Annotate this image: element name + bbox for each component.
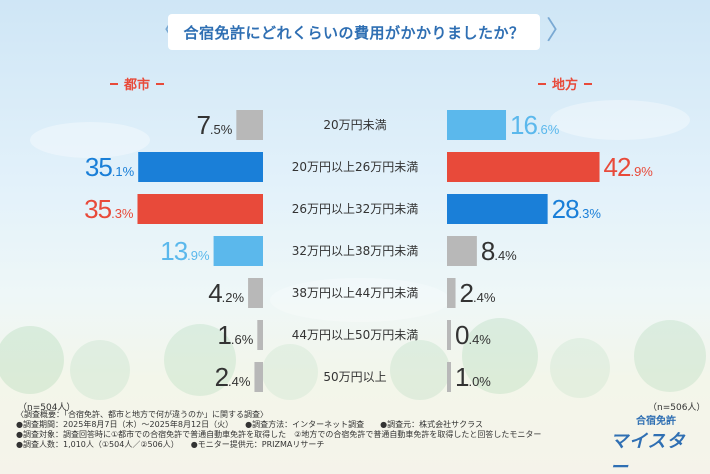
value-label-rural-3: 8.4% [481, 236, 517, 266]
bar-urban-5 [257, 320, 263, 350]
value-label-rural-1: 42.9% [604, 152, 654, 182]
survey-footer: 〈調査概要：「合宿免許、都市と地方で何が違うのか」に関する調査〉 ●調査期間：2… [16, 410, 576, 450]
logo-main-text: マイスター [610, 430, 686, 474]
bar-urban-1 [138, 152, 263, 182]
value-label-urban-5: 1.6% [217, 320, 253, 350]
value-label-urban-4: 4.2% [208, 278, 244, 308]
bar-rural-5 [447, 320, 451, 350]
legend-dash-icon [538, 82, 546, 85]
footer-line: ●調査期間：2025年8月7日（木）〜2025年8月12日（火） ●調査方法：イ… [16, 420, 483, 429]
legend-rural: 地方 [538, 74, 593, 93]
category-label-4: 38万円以上44万円未満 [292, 286, 419, 300]
category-label-5: 44万円以上50万円未満 [292, 328, 419, 342]
bar-urban-3 [213, 236, 263, 266]
bar-urban-0 [236, 110, 263, 140]
logo-top-text: 合宿免許 [636, 415, 676, 427]
bar-urban-6 [254, 362, 263, 392]
brand-logo: 合宿免許 マイスター [610, 416, 702, 474]
bar-urban-4 [248, 278, 263, 308]
bar-rural-3 [447, 236, 477, 266]
category-label-2: 26万円以上32万円未満 [292, 202, 419, 216]
legend-dash-icon [584, 82, 593, 85]
legend-urban-label: 都市 [124, 78, 151, 93]
value-label-rural-5: 0.4% [455, 320, 491, 350]
bar-urban-2 [137, 194, 263, 224]
value-label-urban-0: 7.5% [196, 110, 232, 140]
bar-rural-6 [447, 362, 451, 392]
bar-rural-0 [447, 110, 507, 140]
value-label-rural-2: 28.3% [552, 194, 602, 224]
legend-rural-label: 地方 [552, 78, 579, 93]
sample-size-rural: （n=506人） [648, 403, 706, 413]
bar-rural-2 [447, 194, 548, 224]
value-label-urban-2: 35.3% [84, 194, 134, 224]
value-label-rural-4: 2.4% [460, 278, 496, 308]
legend-dash-icon [156, 82, 165, 85]
value-label-urban-3: 13.9% [160, 236, 210, 266]
category-label-6: 50万円以上 [323, 370, 386, 384]
value-label-rural-0: 16.6% [510, 110, 560, 140]
legend-dash-icon [110, 82, 118, 85]
footer-line: ●調査人数：1,010人（①504人／②506人） ●モニター提供元：PRIZM… [16, 440, 325, 449]
bar-rural-4 [447, 278, 456, 308]
category-label-3: 32万円以上38万円未満 [292, 244, 419, 258]
value-label-urban-6: 2.4% [215, 362, 251, 392]
footer-line: ●調査対象：調査回答時に①都市での合宿免許で普通自動車免許を取得した ②地方での… [16, 430, 542, 439]
footer-line: 〈調査概要：「合宿免許、都市と地方で何が違うのか」に関する調査〉 [16, 410, 268, 419]
bar-rural-1 [447, 152, 600, 182]
chart-title: 合宿免許にどれくらいの費用がかかりましたか？ [168, 14, 540, 50]
value-label-rural-6: 1.0% [455, 362, 491, 392]
sample-size-urban: （n=504人） [18, 403, 76, 413]
legend-urban: 都市 [110, 74, 165, 93]
category-label-1: 20万円以上26万円未満 [292, 160, 419, 174]
chevron-right-icon: 〉 [546, 16, 573, 46]
value-label-urban-1: 35.1% [85, 152, 135, 182]
category-label-0: 20万円未満 [323, 118, 386, 132]
